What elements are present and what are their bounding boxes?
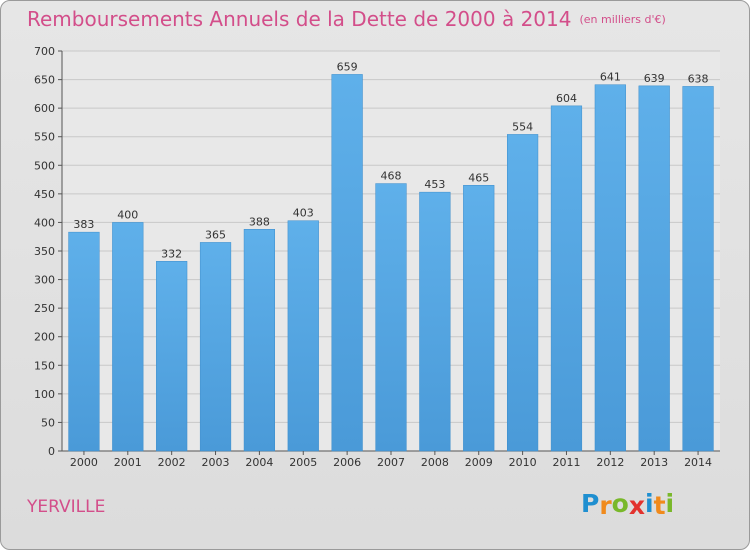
y-tick-label: 700: [34, 45, 55, 58]
x-tick-label: 2011: [552, 456, 580, 469]
bar-value-label: 638: [688, 72, 709, 85]
logo-letter: r: [599, 491, 612, 520]
bar-value-label: 332: [161, 247, 182, 260]
bar: [156, 261, 188, 452]
bar: [638, 85, 670, 452]
y-tick-label: 150: [34, 359, 55, 372]
bar-value-label: 604: [556, 92, 577, 105]
chart-subtitle: (en milliers d'€): [579, 13, 666, 26]
bar: [506, 134, 539, 452]
bar-value-label: 403: [293, 207, 314, 220]
bar: [419, 191, 451, 452]
bar: [243, 229, 276, 452]
bar: [463, 185, 495, 452]
bar: [375, 183, 407, 452]
x-tick-label: 2013: [640, 456, 668, 469]
x-tick-label: 2002: [158, 456, 186, 469]
x-tick-label: 2005: [289, 456, 317, 469]
bar: [682, 86, 714, 452]
bar-value-label: 639: [644, 72, 665, 85]
logo-letter: i: [665, 489, 675, 518]
bar: [68, 231, 100, 452]
x-tick-label: 2007: [377, 456, 405, 469]
logo-letter: i: [645, 489, 654, 518]
bar-value-label: 383: [73, 218, 94, 231]
bar-value-label: 400: [117, 208, 138, 221]
y-tick-label: 100: [34, 388, 55, 401]
bar: [331, 74, 363, 452]
proxiti-logo: Proxiti: [581, 489, 675, 520]
chart-title-text: Remboursements Annuels de la Dette de 20…: [27, 7, 572, 31]
x-tick-label: 2001: [114, 456, 142, 469]
y-tick-label: 300: [34, 274, 55, 287]
x-tick-label: 2012: [596, 456, 624, 469]
bar-value-label: 453: [424, 178, 445, 191]
x-tick-label: 2006: [333, 456, 361, 469]
logo-letter: o: [611, 489, 629, 518]
bar: [287, 220, 319, 452]
x-tick-label: 2008: [421, 456, 449, 469]
y-tick-label: 500: [34, 159, 55, 172]
bar-value-label: 641: [600, 71, 621, 84]
logo-letter: P: [581, 489, 600, 518]
bar-value-label: 365: [205, 228, 226, 241]
y-tick-label: 550: [34, 131, 55, 144]
y-tick-label: 450: [34, 188, 55, 201]
y-tick-label: 650: [34, 74, 55, 87]
bar: [550, 105, 583, 452]
x-tick-label: 2014: [684, 456, 712, 469]
y-tick-label: 350: [34, 245, 55, 258]
bar: [199, 242, 232, 452]
bar-value-label: 388: [249, 215, 270, 228]
x-tick-label: 2009: [465, 456, 493, 469]
logo-letter: x: [628, 491, 645, 520]
bar-value-label: 465: [468, 171, 489, 184]
y-tick-label: 0: [48, 445, 55, 458]
bar: [594, 84, 626, 452]
y-tick-label: 400: [34, 216, 55, 229]
bar-value-label: 554: [512, 120, 533, 133]
y-tick-label: 600: [34, 102, 55, 115]
bar: [112, 222, 144, 452]
bar-value-label: 468: [381, 170, 402, 183]
chart-title: Remboursements Annuels de la Dette de 20…: [27, 7, 666, 31]
x-tick-label: 2010: [509, 456, 537, 469]
commune-name: YERVILLE: [27, 497, 106, 517]
x-tick-label: 2003: [202, 456, 230, 469]
x-tick-label: 2000: [70, 456, 98, 469]
y-tick-label: 200: [34, 331, 55, 344]
y-tick-label: 250: [34, 302, 55, 315]
y-tick-label: 50: [41, 416, 55, 429]
logo-letter: t: [653, 491, 666, 520]
x-tick-label: 2004: [245, 456, 273, 469]
bar-value-label: 659: [337, 60, 358, 73]
